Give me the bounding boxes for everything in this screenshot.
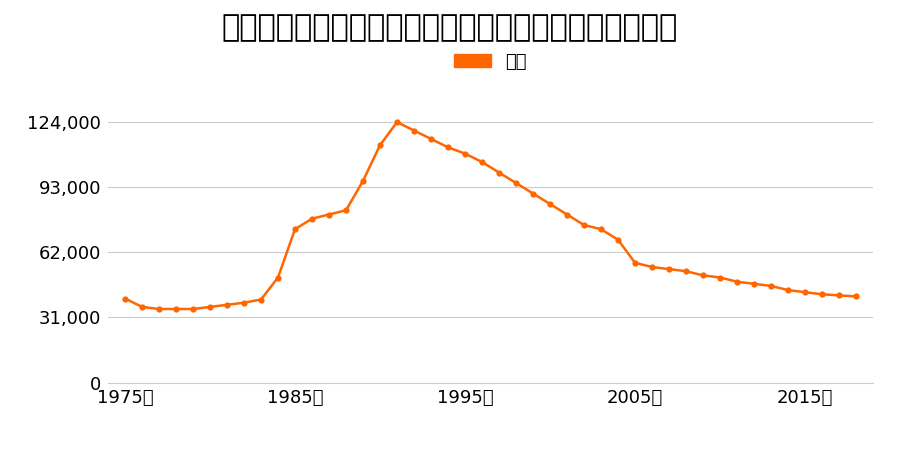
価格: [799, 289, 810, 295]
価格: [307, 216, 318, 221]
Text: 茨城県古河市大字古河字仲の町６４３３番７の地価推移: 茨城県古河市大字古河字仲の町６４３３番７の地価推移: [222, 14, 678, 42]
価格: [171, 306, 182, 312]
価格: [120, 296, 130, 301]
価格: [833, 292, 844, 298]
価格: [596, 226, 607, 232]
価格: [477, 159, 488, 165]
価格: [783, 288, 794, 293]
価格: [290, 226, 301, 232]
価格: [324, 212, 335, 217]
価格: [221, 302, 232, 307]
価格: [766, 283, 777, 288]
価格: [340, 207, 351, 213]
Line: 価格: 価格: [122, 119, 860, 312]
価格: [204, 304, 215, 310]
価格: [579, 222, 590, 228]
価格: [273, 275, 284, 280]
価格: [154, 306, 165, 312]
価格: [715, 275, 725, 280]
価格: [187, 306, 198, 312]
価格: [357, 178, 368, 184]
価格: [238, 300, 249, 306]
価格: [816, 292, 827, 297]
価格: [749, 281, 760, 287]
価格: [630, 260, 641, 265]
価格: [663, 266, 674, 272]
価格: [544, 201, 555, 207]
価格: [527, 191, 538, 196]
価格: [256, 297, 266, 302]
価格: [137, 304, 148, 310]
Legend: 価格: 価格: [447, 45, 534, 78]
価格: [732, 279, 742, 284]
価格: [613, 237, 624, 243]
価格: [510, 180, 521, 186]
価格: [646, 264, 657, 270]
価格: [409, 128, 419, 133]
価格: [460, 151, 471, 156]
価格: [698, 273, 708, 278]
価格: [392, 119, 402, 125]
価格: [426, 136, 436, 142]
価格: [562, 212, 572, 217]
価格: [850, 294, 861, 299]
価格: [680, 269, 691, 274]
価格: [493, 170, 504, 175]
価格: [374, 143, 385, 148]
価格: [443, 144, 454, 150]
